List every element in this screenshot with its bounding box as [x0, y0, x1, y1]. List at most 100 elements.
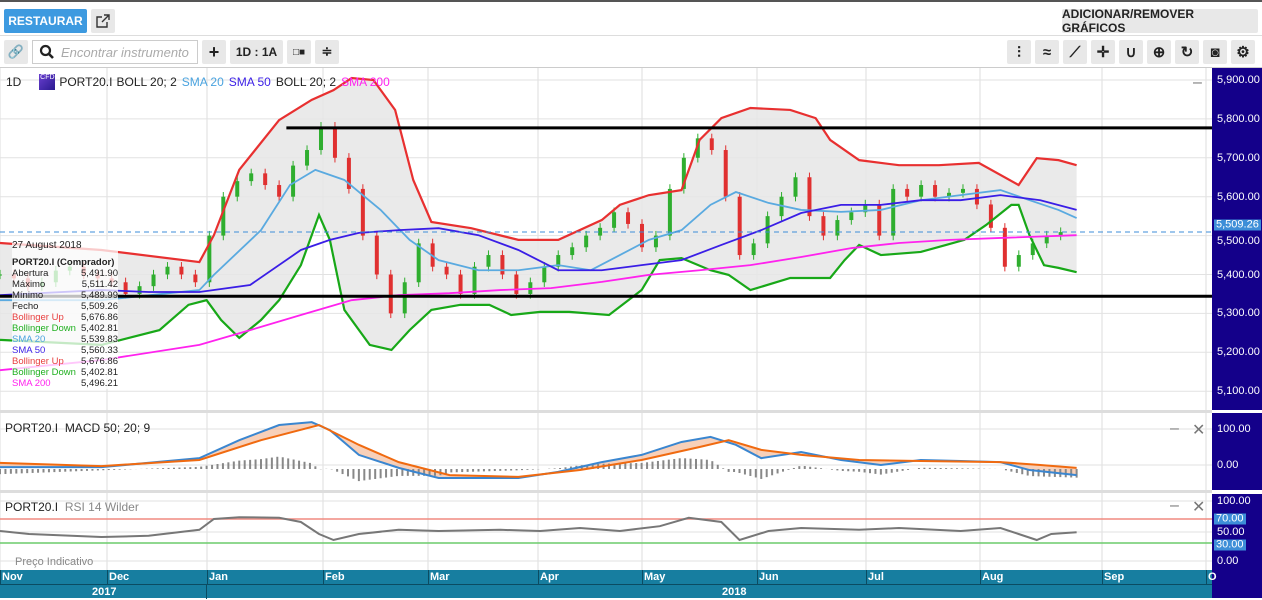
legend-item[interactable]: SMA 50 [228, 75, 271, 89]
macd-histogram-bar [20, 469, 23, 474]
macd-histogram-bar [695, 458, 697, 469]
macd-histogram-bar [243, 460, 246, 469]
external-link-icon[interactable] [91, 9, 115, 33]
minimize-main-icon[interactable]: – [1193, 74, 1202, 91]
link-icon[interactable]: 🔗 [4, 40, 28, 64]
macd-histogram-bar [618, 463, 621, 469]
candle-body [793, 177, 798, 197]
macd-histogram-bar [347, 469, 349, 477]
macd-histogram-bar [42, 469, 45, 473]
candle-body [765, 216, 770, 244]
candle-body [1030, 243, 1035, 256]
candle-body [653, 235, 658, 248]
macd-histogram-bar [167, 467, 170, 469]
macd-axis[interactable]: 100.00 0.00 [1212, 413, 1262, 490]
macd-histogram-bar [928, 467, 931, 469]
month-label: Aug [982, 571, 1004, 583]
macd-histogram-bar [488, 469, 491, 472]
macd-histogram-bar [901, 469, 904, 471]
macd-histogram-bar [194, 466, 197, 469]
time-axis[interactable]: Nov Dec Jan Feb Mar Apr May Jun Jul Aug Sep O 2017 … [0, 570, 1217, 599]
candle-body [960, 188, 965, 193]
crosshair-icon[interactable]: ✛ [1091, 40, 1115, 64]
macd-histogram-bar [743, 469, 746, 475]
tooltip-row: Bollinger Down 5,402.81 [12, 367, 118, 378]
bollinger-band-fill [0, 78, 1077, 350]
macd-histogram-bar [200, 466, 203, 469]
macd-histogram-bar [1043, 469, 1045, 477]
candle-body [584, 235, 589, 248]
zoom-in-icon[interactable]: ⊕ [1147, 40, 1171, 64]
macd-histogram-bar [113, 469, 116, 470]
macd-histogram-bar [31, 469, 34, 473]
macd-histogram-bar [787, 469, 790, 470]
search-input[interactable] [61, 44, 191, 60]
macd-histogram-bar [939, 468, 942, 469]
legend-item[interactable]: SMA 20 [181, 75, 224, 89]
split-icon[interactable]: ≑ [315, 40, 339, 64]
macd-histogram-bar [917, 468, 920, 469]
minimize-rsi-icon[interactable]: – [1170, 497, 1179, 514]
macd-histogram-bar [858, 469, 861, 472]
minimize-macd-icon[interactable]: – [1170, 420, 1179, 437]
price-axis[interactable]: 5,900.00 5,800.00 5,700.00 5,600.00 5,500.00… [1212, 68, 1262, 410]
add-icon[interactable]: + [202, 40, 226, 64]
macd-histogram-bar [401, 469, 404, 476]
restore-button[interactable]: RESTAURAR [4, 9, 87, 33]
instrument-search[interactable] [32, 40, 198, 64]
macd-histogram-bar [466, 469, 469, 472]
rsi-line [0, 516, 1077, 542]
candle-body [542, 266, 547, 283]
macd-histogram-bar [961, 468, 964, 469]
macd-histogram-bar [499, 469, 502, 471]
macd-histogram-bar [385, 469, 388, 478]
candle-body [877, 204, 882, 236]
macd-histogram-bar [771, 469, 774, 476]
tooltip-value: 5,676.86 [81, 312, 118, 323]
candle-body [1058, 232, 1063, 236]
candle-body [612, 212, 617, 228]
interval-button[interactable]: 1D : 1A [230, 40, 283, 64]
macd-histogram-bar [553, 468, 556, 469]
candle-body [318, 126, 323, 151]
macd-histogram-bar [1015, 469, 1018, 473]
line-draw-icon[interactable]: ⟋ [1063, 40, 1087, 64]
macd-histogram-bar [776, 469, 779, 474]
macd-histogram-bar [635, 463, 638, 469]
curve-icon[interactable]: ∪ [1119, 40, 1143, 64]
macd-histogram-bar [934, 467, 937, 469]
candle-body [723, 150, 728, 197]
layout-toggle-icon[interactable]: □■ [287, 40, 311, 64]
legend-item[interactable]: BOLL 20; 2 [275, 75, 337, 89]
macd-histogram-bar [477, 469, 480, 472]
legend-item[interactable]: BOLL 20; 2 [116, 75, 177, 89]
macd-histogram-bar [102, 469, 105, 471]
rsi-axis[interactable]: 100.00 70.00 50.00 30.00 0.00 [1212, 494, 1262, 598]
macd-histogram-bar [711, 461, 714, 469]
gear-icon[interactable]: ⚙ [1231, 40, 1255, 64]
series-bollinger-down [0, 203, 1077, 352]
macd-histogram-bar [260, 459, 262, 469]
macd-histogram-bar [667, 459, 670, 469]
macd-histogram-bar [591, 464, 594, 469]
macd-histogram-bar [521, 469, 523, 471]
macd-histogram-bar [760, 469, 763, 479]
candlestick-icon[interactable]: ⫶ [1007, 40, 1031, 64]
tooltip-value: 5,539.83 [81, 334, 118, 345]
candle-body [570, 247, 575, 256]
rsi-tick: 70.00 [1214, 512, 1246, 525]
legend-item[interactable]: SMA 200 [341, 75, 390, 89]
candle-body [1002, 227, 1007, 267]
refresh-icon[interactable]: ↻ [1175, 40, 1199, 64]
tooltip-value: 5,496.21 [81, 378, 118, 389]
chart-canvas[interactable] [0, 0, 1212, 570]
add-remove-charts-button[interactable]: ADICIONAR/REMOVER GRÁFICOS [1062, 7, 1258, 35]
close-rsi-icon[interactable]: ✕ [1192, 499, 1206, 516]
macd-histogram-bar [646, 462, 649, 469]
candle-body [1044, 235, 1049, 244]
tooltip-label: Mínimo [12, 290, 44, 301]
camera-icon[interactable]: ◙ [1203, 40, 1227, 64]
price-tick: 5,900.00 [1217, 74, 1260, 86]
close-macd-icon[interactable]: ✕ [1192, 422, 1206, 439]
indicators-icon[interactable]: ≈ [1035, 40, 1059, 64]
